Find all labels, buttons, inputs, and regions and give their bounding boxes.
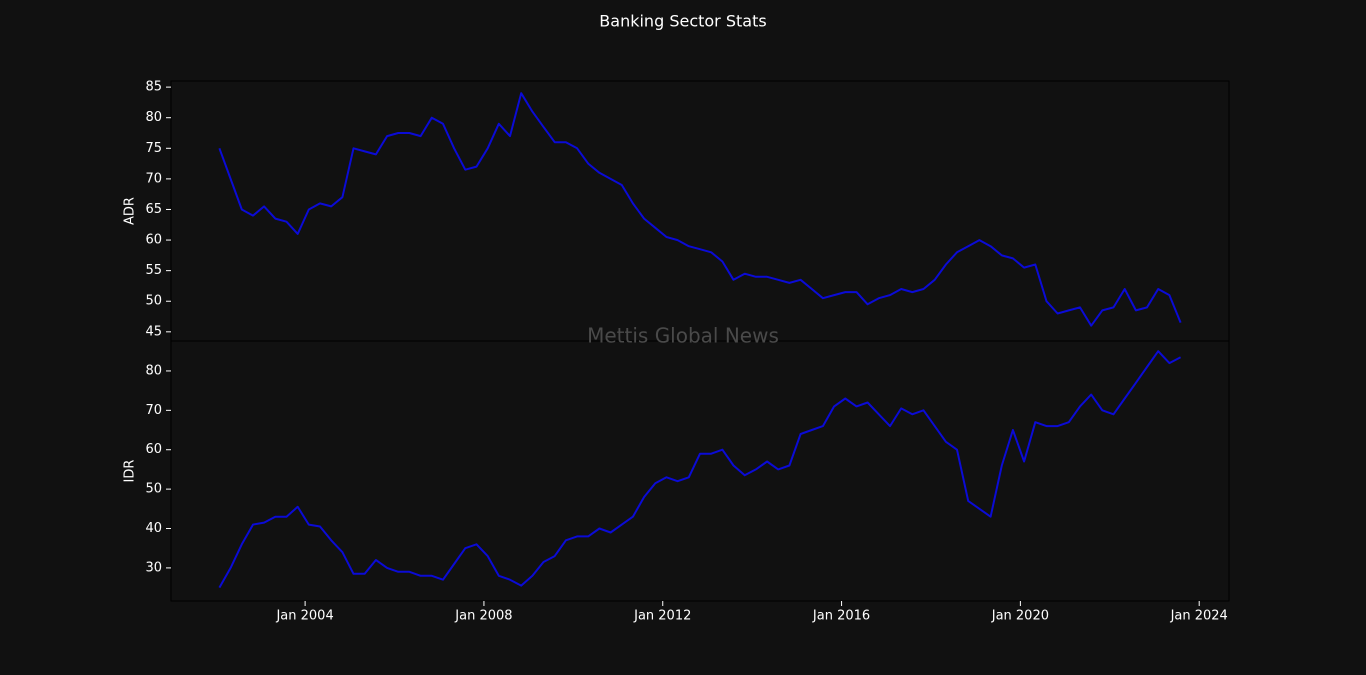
x-tick-label: Jan 2008 [454, 609, 512, 624]
x-tick-label: Jan 2016 [812, 609, 870, 624]
x-tick-label: Jan 2012 [633, 609, 691, 624]
watermark: Mettis Global News [587, 324, 779, 348]
plot-area [170, 340, 1230, 602]
y-tick-label: 55 [145, 263, 162, 278]
y-tick-label: 50 [145, 294, 162, 309]
y-axis-label: ADR [123, 197, 138, 225]
y-tick-label: 60 [145, 233, 162, 248]
y-tick-label: 30 [145, 560, 162, 575]
y-tick-label: 80 [145, 363, 162, 378]
data-line [218, 92, 1182, 327]
x-tick-label: Jan 2004 [275, 609, 333, 624]
y-tick-label: 50 [145, 482, 162, 497]
y-tick-label: 70 [145, 171, 162, 186]
y-tick-label: 70 [145, 403, 162, 418]
y-tick-label: 40 [145, 521, 162, 536]
y-tick-label: 65 [145, 202, 162, 217]
y-tick-label: 60 [145, 442, 162, 457]
chart-title: Banking Sector Stats [599, 12, 766, 31]
x-tick-label: Jan 2024 [1170, 609, 1228, 624]
y-tick-label: 75 [145, 141, 162, 156]
y-tick-label: 80 [145, 110, 162, 125]
data-line [218, 350, 1182, 589]
y-tick-label: 85 [145, 80, 162, 95]
x-tick-label: Jan 2020 [991, 609, 1049, 624]
y-axis-label: IDR [123, 460, 138, 483]
y-tick-label: 45 [145, 324, 162, 339]
plot-area [170, 80, 1230, 342]
